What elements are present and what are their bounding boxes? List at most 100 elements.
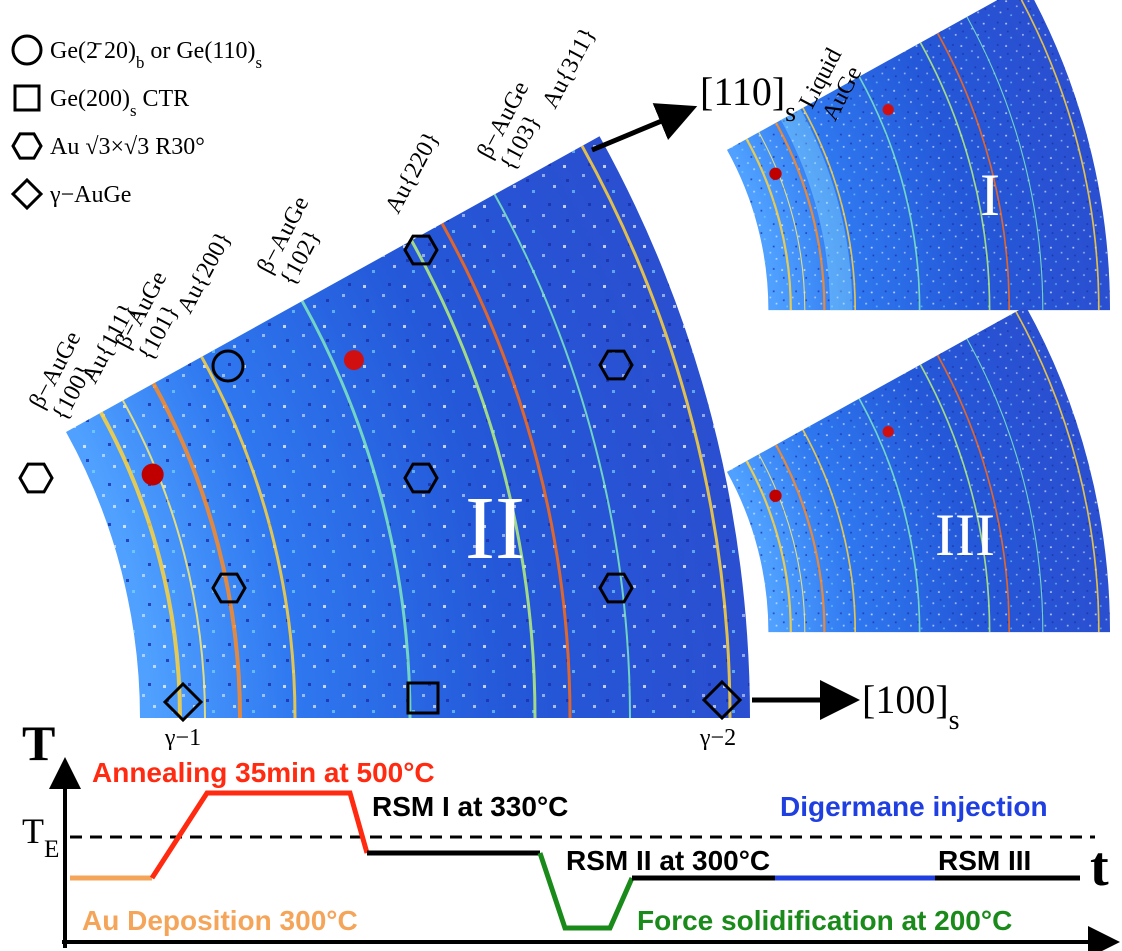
marker-hexagon [211, 572, 247, 604]
direction-label: [110]s [700, 69, 796, 128]
step-label: RSM III [938, 845, 1031, 876]
diffraction-ring [440, 222, 572, 719]
diffraction-ring [1015, 311, 1100, 633]
ring-label: β−AuGe{101} [110, 267, 195, 365]
map-noise [726, 0, 1111, 311]
ring-label: Au{220} [380, 128, 444, 218]
diffraction-ring [99, 411, 182, 719]
legend-label: Au √3×√3 R30° [50, 134, 205, 160]
diffraction-ring [919, 364, 991, 633]
diffraction-ring [858, 398, 921, 633]
marker-circle [211, 349, 245, 383]
text-part: [100] [862, 677, 949, 722]
step-label: Annealing 35min at 500°C [92, 757, 435, 788]
subscript: s [785, 97, 796, 128]
diffraction-ring [758, 453, 806, 633]
panel-label: I [980, 162, 1000, 228]
marker-diamond [162, 681, 204, 723]
step-label: Force solidification at 200°C [637, 905, 1012, 936]
diffraction-ring [936, 32, 1011, 311]
ring-label-line: Au{200} [172, 228, 236, 318]
marker-square [406, 681, 440, 715]
step-label: Au Deposition 300°C [82, 905, 358, 936]
diffraction-ring [774, 122, 826, 311]
marker-hexagon [11, 132, 43, 160]
text-part: CTR [137, 86, 190, 112]
marker-square [13, 84, 41, 112]
legend-label: Ge(200)s CTR [50, 86, 189, 120]
bragg-spot [882, 104, 894, 116]
direction-label: [100]s [862, 677, 960, 736]
panel-label: II [465, 479, 525, 578]
direction-arrow [591, 103, 698, 153]
ring-label-line: Au{311} [537, 23, 601, 112]
diffraction-ring [936, 354, 1011, 633]
diffraction-ring [919, 42, 991, 311]
diffraction-ring [300, 300, 412, 719]
text-part: γ−AuGe [49, 182, 131, 208]
marker-hexagon [18, 462, 54, 494]
map-III [726, 306, 1110, 633]
marker-diamond [10, 177, 44, 211]
marker-hexagon [598, 349, 634, 381]
bragg-spot [769, 489, 782, 502]
diffraction-ring [580, 145, 732, 719]
liquid-halo [780, 109, 853, 311]
diffraction-ring [745, 460, 792, 633]
diffraction-ring [122, 399, 206, 719]
diffraction-ring [774, 444, 826, 633]
subscript: E [44, 836, 59, 863]
maps [66, 0, 1111, 719]
diffraction-ring [966, 338, 1044, 633]
bragg-spot [769, 167, 782, 180]
axis-label: t [1090, 836, 1109, 898]
panel-label: III [935, 502, 995, 568]
text-part: Au √3×√3 R30° [50, 134, 205, 160]
axis-label: T [22, 715, 55, 771]
solidification-segment [537, 852, 635, 931]
marker-hexagon [403, 462, 439, 494]
map-I [726, 0, 1111, 311]
marker-hexagon [403, 234, 439, 266]
annealing-segment [149, 790, 370, 880]
legend-label: γ−AuGe [49, 182, 131, 208]
diffraction-ring [200, 356, 297, 719]
diffraction-ring [802, 107, 857, 311]
diffraction-ring [493, 193, 631, 719]
diffraction-ring [966, 16, 1044, 311]
step-label: RSM II at 300°C [566, 845, 770, 876]
map-II [66, 136, 750, 719]
ring-label-line: Au{220} [380, 128, 444, 218]
ring-label: Au{311} [537, 23, 601, 112]
text-part: or Ge(110) [144, 38, 255, 64]
text-part: Ge(200) [50, 86, 130, 112]
gamma-label: γ−1 [164, 725, 201, 751]
ring-label: β−AuGe{102} [252, 192, 337, 290]
diffraction-ring [410, 239, 537, 719]
diffraction-ring [858, 76, 921, 311]
diffraction-ring [151, 382, 242, 719]
marker-circle [11, 34, 43, 66]
subscript: s [255, 53, 262, 72]
subscript: b [136, 53, 144, 72]
legend-label: Ge(2̄ 20)b or Ge(110)s [50, 38, 262, 72]
map-noise [66, 136, 750, 718]
diffraction-ring [758, 131, 806, 311]
marker-hexagon [598, 572, 634, 604]
marker-diamond [701, 679, 743, 721]
gamma-label: γ−2 [699, 725, 736, 751]
diffraction-ring [745, 138, 792, 311]
text-part: T [22, 811, 44, 851]
diffraction-ring [802, 429, 857, 633]
eutectic-label: TE [22, 811, 59, 863]
bragg-spot [882, 426, 894, 438]
bragg-spot [343, 350, 364, 371]
bragg-spot [141, 463, 164, 486]
text-part: [110] [700, 69, 785, 114]
map-noise [726, 306, 1110, 633]
subscript: s [130, 101, 137, 120]
text-part: Ge(2̄ 20) [50, 38, 136, 64]
